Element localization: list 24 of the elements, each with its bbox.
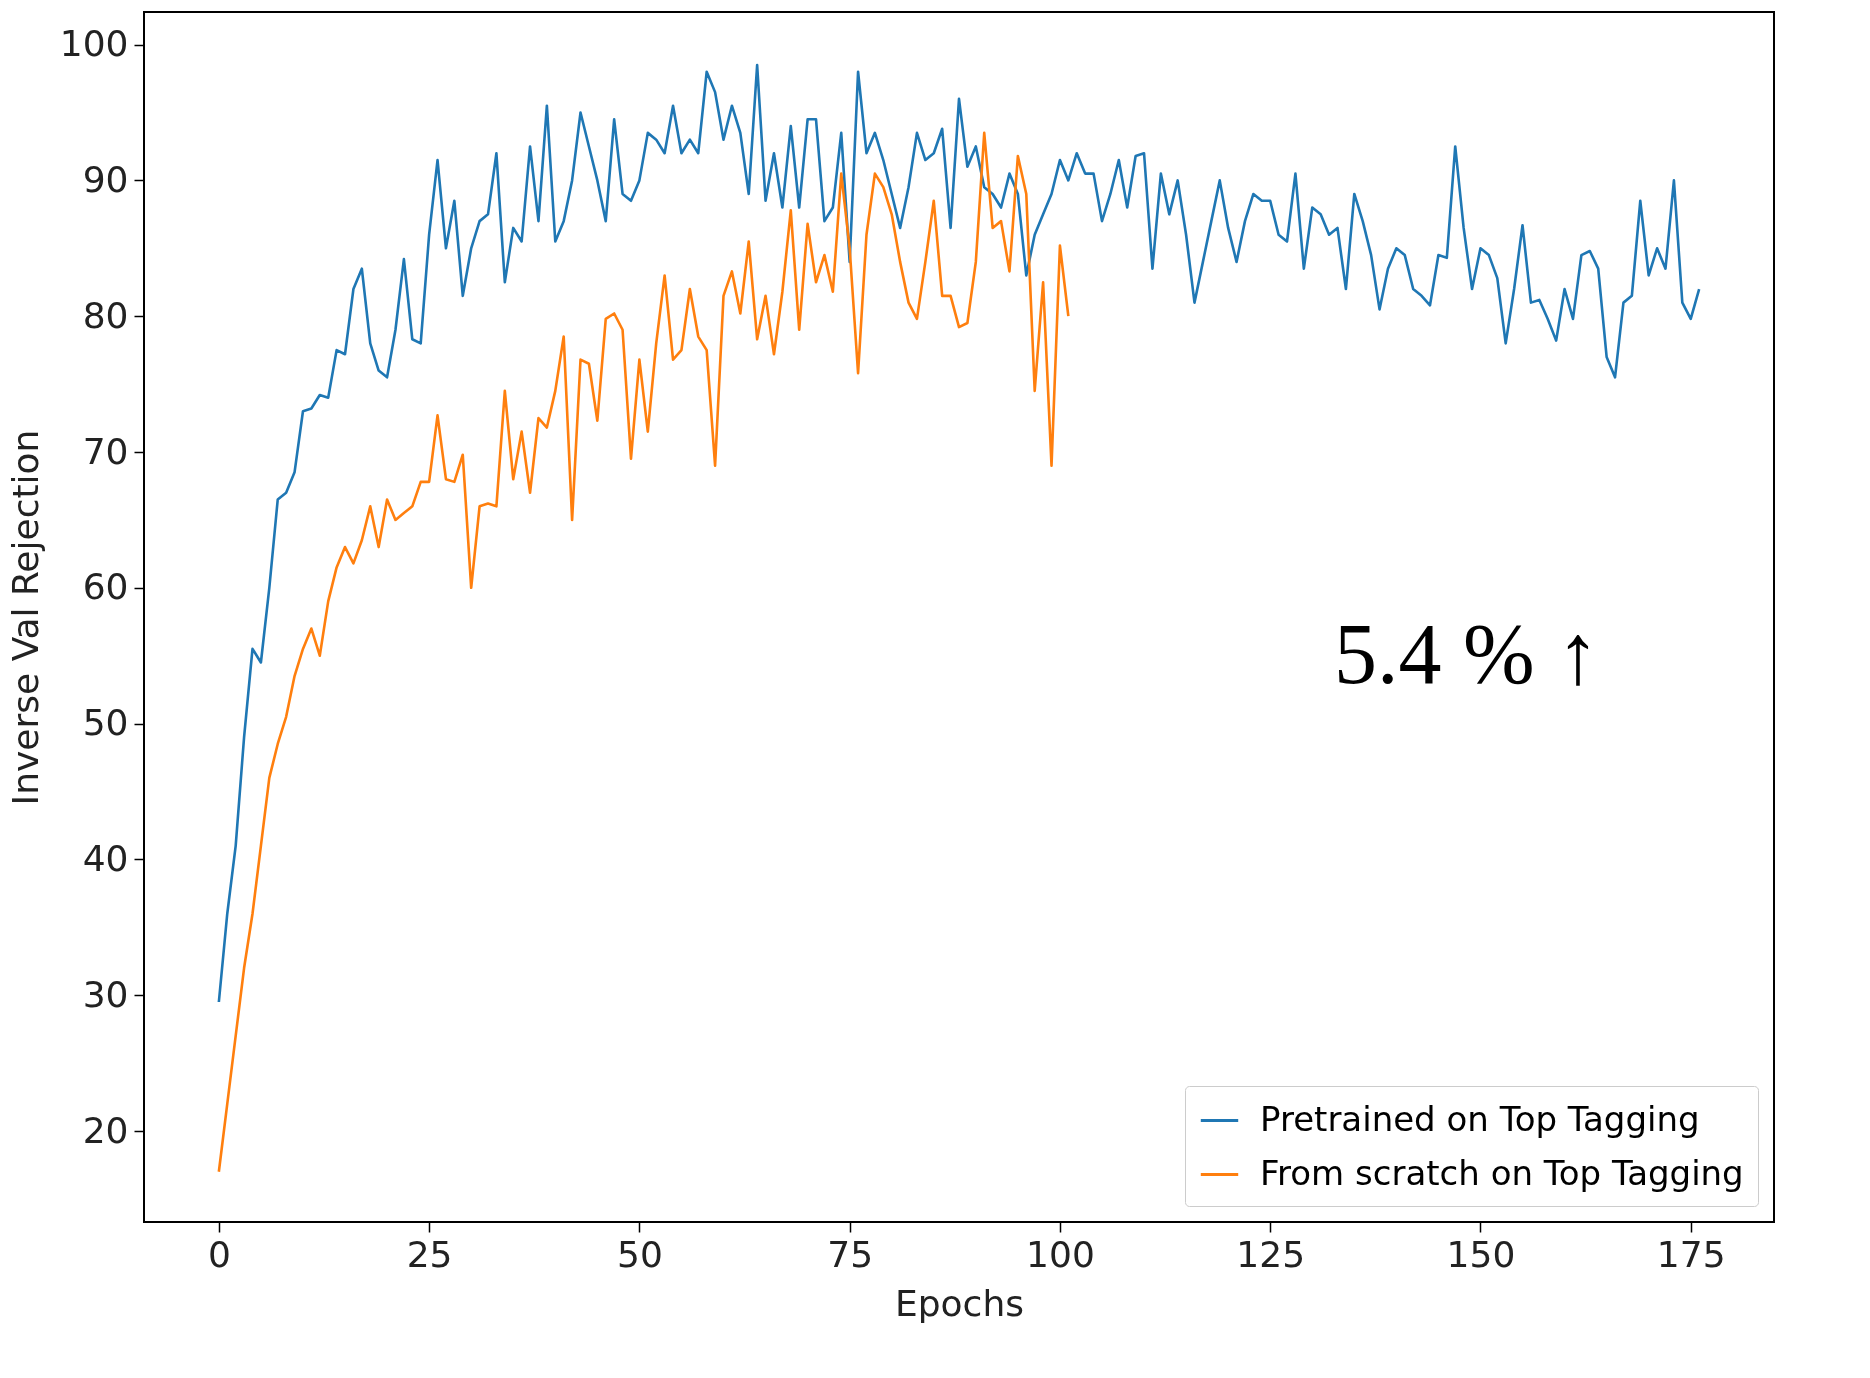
x-tick-label: 150 (1446, 1233, 1516, 1275)
y-tick-label: 40 (82, 837, 129, 879)
line-series (217, 131, 1070, 1174)
x-tick-label: 175 (1656, 1233, 1726, 1275)
y-tick-label: 20 (82, 1109, 129, 1151)
x-tick-label: 0 (207, 1233, 231, 1275)
y-tick-label: 100 (59, 23, 129, 65)
x-tick-label: 75 (827, 1233, 874, 1275)
legend-label: From scratch on Top Tagging (1260, 1152, 1744, 1193)
x-tick-label: 50 (616, 1233, 663, 1275)
y-tick-label: 90 (82, 158, 129, 200)
x-tick-label: 25 (406, 1233, 453, 1275)
y-tick-label: 80 (82, 294, 129, 336)
y-tick-label: 70 (82, 430, 129, 472)
x-tick-label: 125 (1236, 1233, 1306, 1275)
annotation: 5.4 % ↑ (1334, 606, 1600, 702)
x-tick-label: 100 (1026, 1233, 1095, 1275)
y-tick-label: 50 (82, 702, 129, 744)
line-series (217, 63, 1701, 1004)
legend-label: Pretrained on Top Tagging (1260, 1098, 1700, 1139)
y-axis-title: Inverse Val Rejection (4, 429, 46, 806)
y-tick-label: 30 (82, 973, 129, 1015)
x-axis-title: Epochs (895, 1282, 1024, 1324)
y-tick-label: 60 (82, 566, 129, 608)
